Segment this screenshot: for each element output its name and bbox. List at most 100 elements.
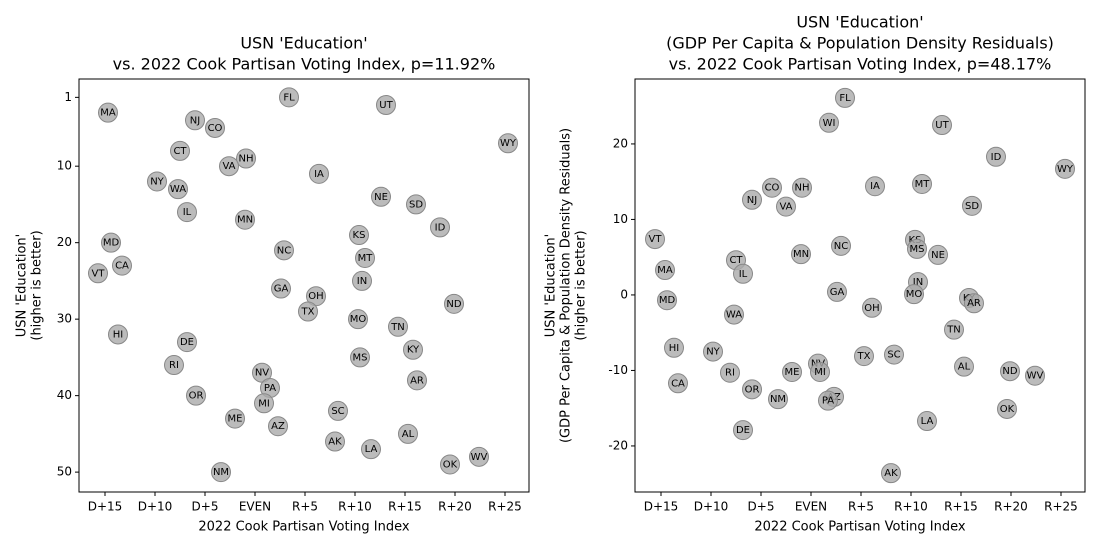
point-label: WV — [471, 452, 488, 463]
x-tick-label: R+15 — [944, 500, 978, 514]
point — [720, 362, 740, 383]
point — [928, 244, 948, 265]
point-label: NE — [374, 192, 388, 203]
x-axis-label: 2022 Cook Partisan Voting Index — [198, 520, 410, 535]
point — [219, 156, 239, 177]
point-label: MO — [350, 314, 367, 325]
point — [865, 176, 885, 197]
point-label: CO — [765, 183, 780, 194]
point — [768, 389, 788, 410]
axes-frame — [78, 78, 530, 493]
point-label: TX — [301, 307, 315, 318]
point — [88, 263, 108, 284]
point-label: GA — [274, 284, 289, 295]
point — [170, 140, 190, 161]
point-label: MS — [353, 352, 368, 363]
y-axis-label: USN 'Education' — [544, 234, 559, 338]
point-label: MT — [358, 253, 374, 264]
x-tick-label: R+5 — [848, 500, 874, 514]
point — [225, 408, 245, 429]
y-tick-label: 10 — [613, 212, 628, 226]
point-label: VT — [92, 268, 106, 279]
chart-title: USN 'Education' — [240, 34, 367, 53]
point — [912, 173, 932, 194]
point — [325, 431, 345, 452]
point — [236, 148, 256, 169]
point — [328, 400, 348, 421]
point-label: MA — [100, 108, 116, 119]
point-label: UT — [379, 100, 393, 111]
point-label: TN — [946, 325, 961, 336]
point-label: TX — [857, 351, 871, 362]
point — [907, 238, 927, 259]
point — [164, 355, 184, 376]
point-label: OK — [1000, 404, 1015, 415]
point — [762, 177, 782, 198]
point — [1025, 365, 1045, 386]
point — [112, 255, 132, 276]
x-tick-label: D+10 — [694, 500, 729, 514]
point — [664, 337, 684, 358]
point-label: WY — [500, 138, 517, 149]
point — [810, 361, 830, 382]
point — [168, 179, 188, 200]
point — [235, 209, 255, 230]
point — [827, 281, 847, 302]
point-label: FL — [283, 92, 295, 103]
point-label: MN — [237, 215, 253, 226]
point — [205, 117, 225, 138]
point — [309, 163, 329, 184]
chart-title: vs. 2022 Cook Partisan Voting Index, p=4… — [669, 55, 1052, 74]
y-axis-label: USN 'Education' — [15, 234, 30, 338]
y-tick-label: 20 — [613, 136, 628, 150]
axes-frame — [634, 78, 1086, 493]
point — [962, 195, 982, 216]
point-label: IA — [870, 181, 880, 192]
point-label: VA — [222, 161, 235, 172]
point — [352, 270, 372, 291]
point — [997, 398, 1017, 419]
point-label: NY — [706, 347, 720, 358]
point — [668, 373, 688, 394]
x-tick-label: D+5 — [192, 500, 219, 514]
point-label: LA — [921, 416, 934, 427]
point — [101, 232, 121, 253]
point — [108, 324, 128, 345]
y-tick-label: 50 — [57, 465, 72, 479]
point — [430, 217, 450, 238]
point — [655, 260, 675, 281]
point-label: DE — [180, 337, 194, 348]
point — [964, 293, 984, 314]
y-axis-label: (higher is better) — [574, 230, 589, 340]
x-tick-label: R+5 — [292, 500, 318, 514]
point — [407, 370, 427, 391]
point-label: MI — [814, 367, 826, 378]
x-tick-label: EVEN — [795, 500, 827, 514]
point-label: VT — [649, 234, 663, 245]
x-tick-label: R+10 — [894, 500, 928, 514]
y-tick-label: 0 — [620, 287, 628, 301]
point-label: CA — [671, 378, 685, 389]
subplot: USN 'Education' vs. 2022 Cook Partisan Vo… — [15, 34, 530, 535]
point-label: ME — [228, 414, 243, 425]
point — [498, 133, 518, 154]
x-tick-label: D+15 — [88, 500, 123, 514]
point-label: NM — [213, 467, 229, 478]
x-tick-label: D+5 — [748, 500, 775, 514]
point — [645, 229, 665, 250]
point-label: OK — [443, 459, 458, 470]
x-tick-label: EVEN — [239, 500, 271, 514]
x-tick-label: R+10 — [338, 500, 372, 514]
point — [398, 423, 418, 444]
point — [361, 439, 381, 460]
point-label: OR — [745, 384, 760, 395]
point-label: NC — [834, 241, 848, 252]
point — [279, 87, 299, 108]
point-label: FL — [839, 93, 851, 104]
point — [350, 347, 370, 368]
point — [776, 196, 796, 217]
point-label: SD — [965, 201, 979, 212]
point — [835, 87, 855, 108]
x-axis-label: 2022 Cook Partisan Voting Index — [754, 520, 966, 535]
point-label: MS — [910, 244, 925, 255]
